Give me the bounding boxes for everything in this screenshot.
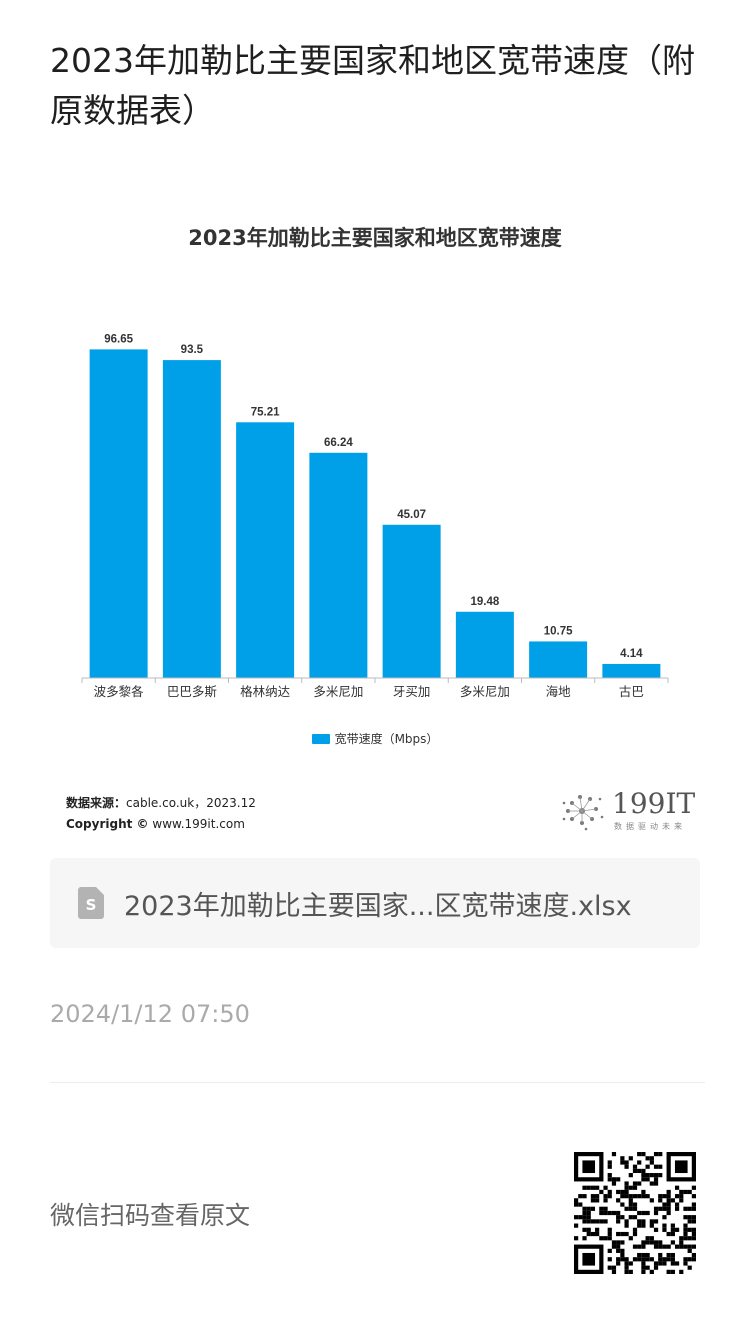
qr-code-icon[interactable] xyxy=(574,1152,696,1274)
x-tick-label-1: 波多黎各 xyxy=(94,684,145,699)
legend-label: 宽带速度（Mbps） xyxy=(334,732,439,746)
bar-chart: 96.65 93.5 75.21 66.24 45.07 19.48 10.75 4.14 波… xyxy=(81,333,669,699)
bar-1 xyxy=(89,349,148,678)
x-tick-label-3: 格林纳达 xyxy=(240,684,291,699)
brand-logo: 199IT 数据驱动未来 xyxy=(560,787,700,833)
page-title: 2023年加勒比主要国家和地区宽带速度（附原数据表） xyxy=(50,41,695,130)
qr-hint-text: 微信扫码查看原文 xyxy=(50,1201,251,1230)
spreadsheet-file-icon: S xyxy=(78,887,104,919)
x-tick-label-5: 牙买加 xyxy=(393,684,431,699)
x-tick-label-6: 多米尼加 xyxy=(460,684,510,699)
x-tick-label-7: 海地 xyxy=(546,684,572,699)
publish-timestamp: 2024/1/12 07:50 xyxy=(50,1000,250,1028)
copyright-text: www.199it.com xyxy=(152,817,245,831)
logo-tagline: 数据驱动未来 xyxy=(614,822,686,831)
data-label-7: 10.75 xyxy=(544,625,573,637)
data-label-5: 45.07 xyxy=(397,509,426,521)
data-label-1: 96.65 xyxy=(104,333,133,345)
bar-4 xyxy=(309,452,368,678)
x-tick-label-8: 古巴 xyxy=(619,684,644,699)
bar-6 xyxy=(455,611,514,678)
data-source: 数据来源：cable.co.uk，2023.12 Copyright © www… xyxy=(66,793,256,835)
data-label-8: 4.14 xyxy=(620,648,643,660)
attachment-card[interactable]: S 2023年加勒比主要国家...区宽带速度.xlsx xyxy=(50,858,700,948)
data-label-4: 66.24 xyxy=(324,437,353,449)
source-label: 数据来源： xyxy=(66,796,127,810)
x-tick-label-2: 巴巴多斯 xyxy=(167,684,217,699)
svg-text:S: S xyxy=(86,896,97,914)
data-label-3: 75.21 xyxy=(251,406,280,418)
copyright-label: Copyright © xyxy=(66,817,149,831)
x-tick-label-4: 多米尼加 xyxy=(313,684,363,699)
bar-7 xyxy=(529,641,588,678)
bar-8 xyxy=(602,663,661,678)
data-label-6: 19.48 xyxy=(470,596,499,608)
bar-3 xyxy=(236,422,295,678)
dandelion-icon xyxy=(562,795,604,831)
attachment-file-name: 2023年加勒比主要国家...区宽带速度.xlsx xyxy=(124,890,632,922)
divider xyxy=(50,1082,705,1083)
source-text: cable.co.uk，2023.12 xyxy=(126,796,256,810)
data-label-2: 93.5 xyxy=(181,344,204,356)
chart-legend: 宽带速度（Mbps） xyxy=(0,730,750,747)
logo-text: 199IT xyxy=(612,787,696,820)
bar-5 xyxy=(382,524,441,678)
chart-title: 2023年加勒比主要国家和地区宽带速度 xyxy=(188,226,562,250)
bar-2 xyxy=(162,360,221,678)
legend-swatch xyxy=(311,733,330,744)
